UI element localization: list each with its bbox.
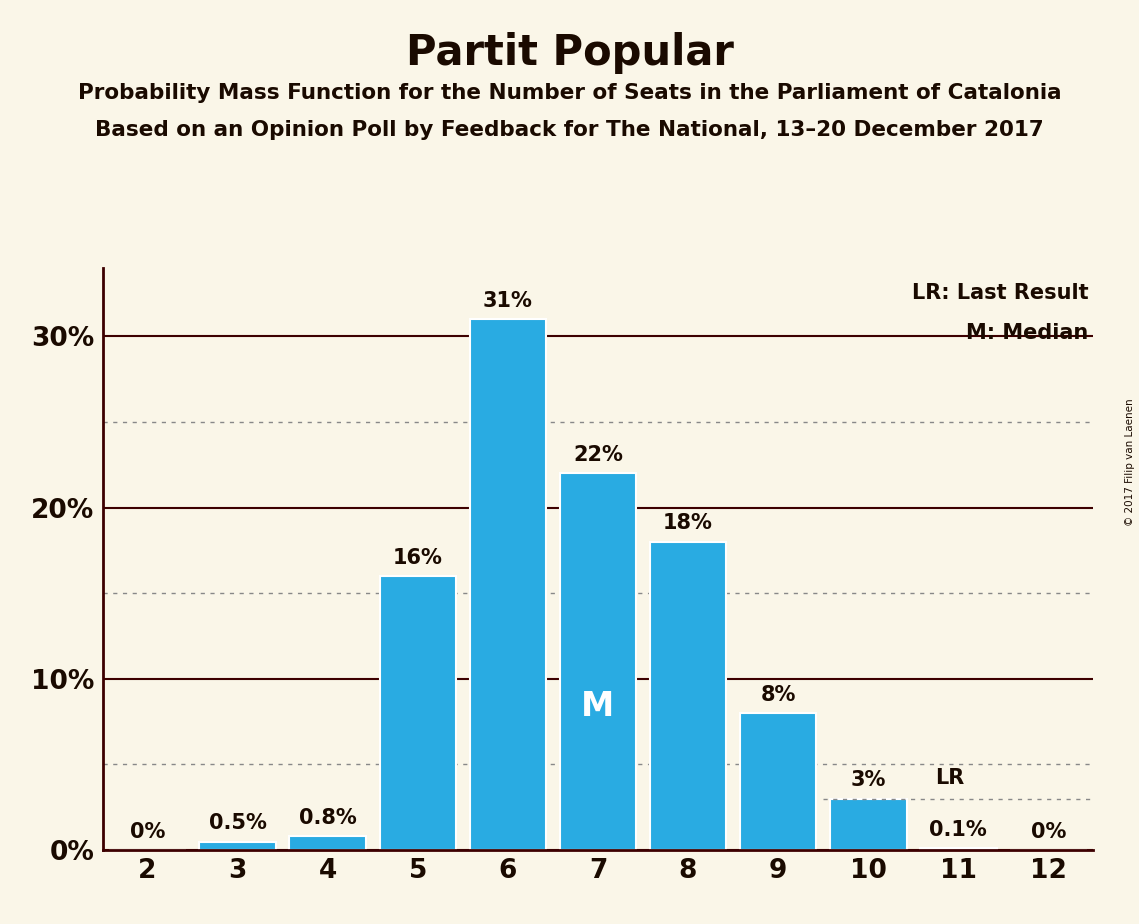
Text: M: Median: M: Median xyxy=(966,323,1089,343)
Text: 18%: 18% xyxy=(663,514,713,533)
Text: Based on an Opinion Poll by Feedback for The National, 13–20 December 2017: Based on an Opinion Poll by Feedback for… xyxy=(96,120,1043,140)
Bar xyxy=(289,836,366,850)
Text: 31%: 31% xyxy=(483,291,533,310)
Text: 0.5%: 0.5% xyxy=(208,813,267,833)
Text: 16%: 16% xyxy=(393,548,443,567)
Text: M: M xyxy=(581,690,615,723)
Text: 8%: 8% xyxy=(761,685,796,704)
Text: 3%: 3% xyxy=(851,771,886,790)
Bar xyxy=(649,541,727,850)
Text: 0%: 0% xyxy=(130,821,165,842)
Bar xyxy=(740,713,817,850)
Text: 0%: 0% xyxy=(1031,821,1066,842)
Text: 0.1%: 0.1% xyxy=(929,820,988,840)
Bar xyxy=(920,848,997,850)
Text: © 2017 Filip van Laenen: © 2017 Filip van Laenen xyxy=(1125,398,1134,526)
Bar xyxy=(559,473,637,850)
Text: 22%: 22% xyxy=(573,444,623,465)
Bar xyxy=(469,320,547,850)
Text: LR: LR xyxy=(935,769,964,788)
Bar xyxy=(379,577,456,850)
Text: 0.8%: 0.8% xyxy=(298,808,357,828)
Bar xyxy=(199,842,276,850)
Text: Probability Mass Function for the Number of Seats in the Parliament of Catalonia: Probability Mass Function for the Number… xyxy=(77,83,1062,103)
Text: Partit Popular: Partit Popular xyxy=(405,32,734,74)
Text: LR: Last Result: LR: Last Result xyxy=(912,283,1089,302)
Bar xyxy=(830,798,907,850)
